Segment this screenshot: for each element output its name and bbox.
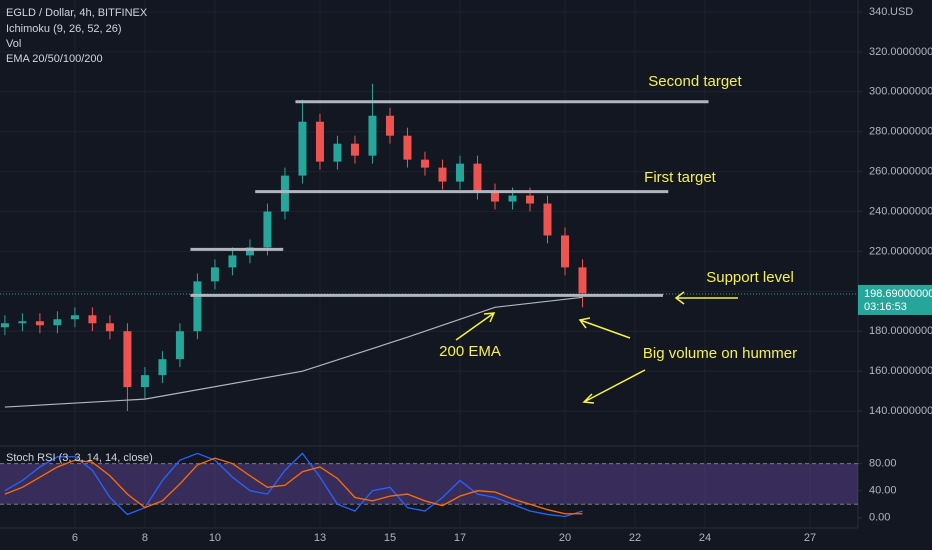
x-tick-label: 24 <box>699 532 711 544</box>
candle-body <box>280 175 289 212</box>
x-tick-label: 8 <box>142 532 148 544</box>
indicator: Ichimoku (9, 26, 52, 26) <box>6 23 122 35</box>
price-box <box>858 284 932 315</box>
x-tick-label: 10 <box>209 532 221 544</box>
y-tick-label: 40.00 <box>869 485 897 497</box>
arrow <box>578 317 631 339</box>
y-tick-label: 80.00 <box>869 457 897 469</box>
candle-body <box>105 323 114 332</box>
candle-body <box>245 247 254 256</box>
candle-body <box>210 267 219 282</box>
candle-body <box>35 321 44 326</box>
candle-body <box>70 315 79 320</box>
candle-body <box>368 115 377 156</box>
candle-body <box>333 143 342 162</box>
candle-body <box>18 321 27 324</box>
candle-body <box>578 267 587 294</box>
candle-body <box>525 195 534 204</box>
candle-body <box>88 315 97 324</box>
annotation: Support level <box>706 269 794 286</box>
candle-body <box>420 159 429 168</box>
annotation: First target <box>644 169 717 186</box>
rsi-line <box>4 452 583 518</box>
annotation: 200 EMA <box>439 343 501 360</box>
countdown: 03:16:53 <box>864 301 907 313</box>
candle-body <box>0 323 9 328</box>
candle-body <box>175 331 184 360</box>
candle-body <box>123 331 132 388</box>
y-tick-label: 0.00 <box>869 512 890 524</box>
candle-body <box>403 135 412 160</box>
candle-body <box>490 191 499 202</box>
candle-body <box>158 359 167 376</box>
indicator: EMA 20/50/100/200 <box>6 53 103 65</box>
candle-body <box>350 143 359 156</box>
price-label: 198.69000000 <box>864 288 932 300</box>
candle-body <box>263 211 272 248</box>
candle-body <box>508 195 517 202</box>
indicator: Vol <box>6 38 21 50</box>
x-tick-label: 13 <box>314 532 326 544</box>
candle-body <box>140 375 149 388</box>
x-tick-label: 15 <box>384 532 396 544</box>
candle-body <box>385 115 394 136</box>
y-tick-label: 220.00000000 <box>869 245 932 257</box>
rsi-band <box>0 463 858 505</box>
y-tick-label: 260.00000000 <box>869 166 932 178</box>
y-tick-label: 340. <box>869 6 890 18</box>
x-tick-label: 17 <box>454 532 466 544</box>
arrows <box>455 291 738 404</box>
y-tick-label: 160.00000000 <box>869 365 932 377</box>
x-tick-label: 20 <box>559 532 571 544</box>
chart-title: EGLD / Dollar, 4h, BITFINEX <box>6 7 148 19</box>
annotation: Big volume on hummer <box>643 345 797 362</box>
rsi-line <box>4 457 583 515</box>
arrow <box>455 312 496 341</box>
y-tick-label: 180.00000000 <box>869 325 932 337</box>
x-tick-label: 27 <box>804 532 816 544</box>
x-tick-label: 6 <box>72 532 78 544</box>
candle-body <box>228 255 237 268</box>
candle-body <box>53 319 62 326</box>
candle-body <box>438 167 447 182</box>
y-tick-label: 320.00000000 <box>869 46 932 58</box>
x-tick-label: 22 <box>629 532 641 544</box>
y-tick-label: 300.00000000 <box>869 86 932 98</box>
candle-body <box>560 235 569 268</box>
currency: USD <box>890 6 913 18</box>
annotation: Second target <box>648 73 742 90</box>
rsi-title: Stoch RSI (3, 3, 14, 14, close) <box>6 452 153 464</box>
arrow <box>674 291 738 305</box>
y-tick-label: 240.00000000 <box>869 205 932 217</box>
arrow <box>582 369 646 404</box>
candle-body <box>455 163 464 182</box>
marks <box>0 83 709 518</box>
candle-body <box>193 281 202 332</box>
y-tick-label: 140.00000000 <box>869 405 932 417</box>
candle-body <box>473 163 482 192</box>
ema-line <box>4 296 583 408</box>
candle-body <box>315 121 324 162</box>
candle-body <box>298 121 307 176</box>
y-tick-label: 280.00000000 <box>869 126 932 138</box>
candle-body <box>543 203 552 236</box>
